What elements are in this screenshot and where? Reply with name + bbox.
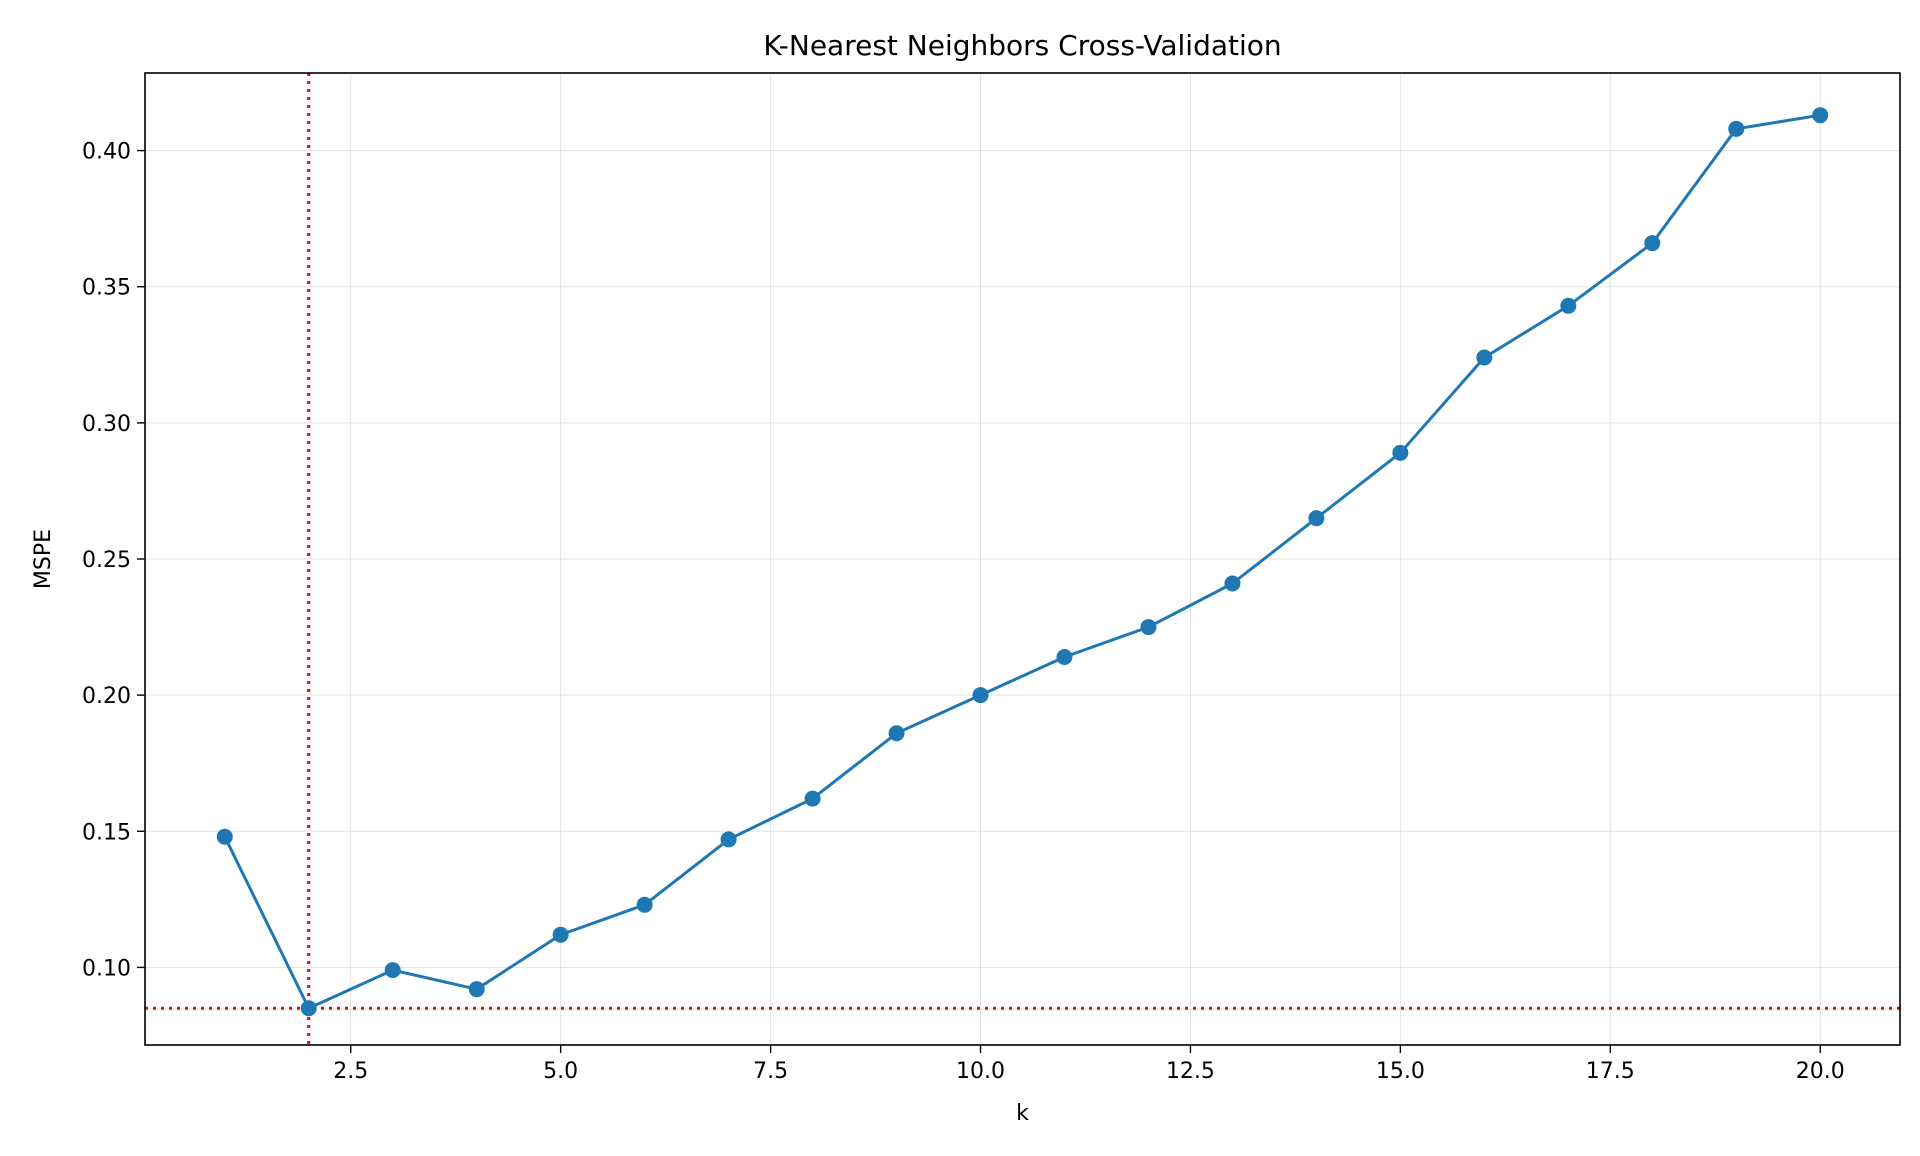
x-axis-title: k [1016,1101,1029,1126]
mspe-data-point [1392,444,1409,461]
mspe-data-point [552,926,569,943]
reference-lines [145,73,1900,1045]
mspe-data-point [1140,619,1157,636]
mspe-data-point [720,831,737,848]
x-tick-label: 15.0 [1376,1059,1425,1084]
x-tick-label: 5.0 [543,1059,578,1084]
x-tick-label: 10.0 [956,1059,1005,1084]
y-tick-label: 0.25 [82,548,131,573]
x-axis-ticks: 2.5 5.0 7.5 10.0 12.5 15.0 17.5 20.0 [333,1045,1845,1084]
y-axis-title: MSPE [31,529,56,589]
y-tick-label: 0.35 [82,276,131,301]
series [216,107,1829,1017]
mspe-data-point [1728,120,1745,137]
y-tick-label: 0.15 [82,820,131,845]
grid [145,73,1900,1045]
mspe-data-point [804,790,821,807]
mspe-data-point [384,962,401,979]
mspe-data-point [1224,575,1241,592]
y-tick-label: 0.10 [82,956,131,981]
mspe-data-point [1308,510,1325,527]
chart-title: K-Nearest Neighbors Cross-Validation [763,29,1281,62]
mspe-data-point [1476,349,1493,366]
mspe-data-point [972,687,989,704]
y-tick-label: 0.20 [82,684,131,709]
x-tick-label: 2.5 [333,1059,368,1084]
mspe-data-point [1560,297,1577,314]
mspe-data-point [216,828,233,845]
mspe-data-point [1812,107,1829,124]
x-tick-label: 17.5 [1586,1059,1635,1084]
x-tick-label: 20.0 [1796,1059,1845,1084]
x-tick-label: 7.5 [753,1059,788,1084]
mspe-series-line [223,113,1821,1010]
mspe-data-point [1056,649,1073,666]
mspe-data-point [636,896,653,913]
mspe-data-point [300,1000,317,1017]
mspe-data-point [1644,235,1661,252]
mspe-data-point [888,725,905,742]
x-tick-label: 12.5 [1166,1059,1215,1084]
mspe-data-point [468,981,485,998]
y-tick-label: 0.30 [82,412,131,437]
y-tick-label: 0.40 [82,140,131,165]
y-axis-ticks: 0.10 0.15 0.20 0.25 0.30 0.35 0.40 [82,140,145,981]
